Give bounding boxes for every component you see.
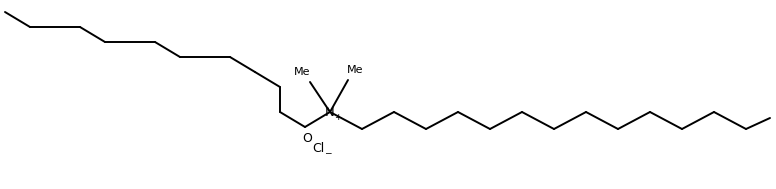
Text: +: + [334, 114, 341, 122]
Text: Cl: Cl [312, 142, 324, 154]
Text: O: O [302, 132, 312, 146]
Text: N: N [325, 105, 335, 119]
Text: Me: Me [347, 65, 363, 75]
Text: Me: Me [294, 67, 310, 77]
Text: −: − [324, 149, 332, 157]
